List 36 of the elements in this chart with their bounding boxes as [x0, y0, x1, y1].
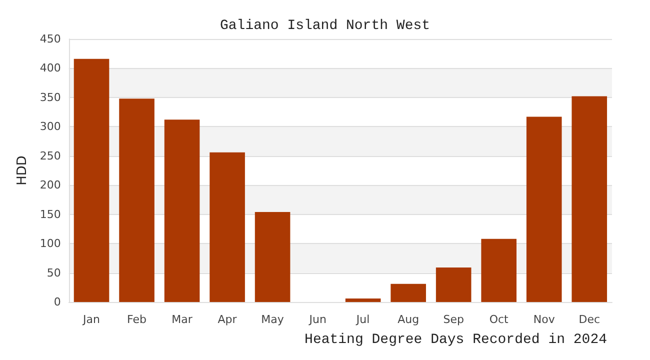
x-tick-label: Apr: [218, 313, 238, 326]
bar: [572, 96, 608, 302]
y-tick-label: 450: [40, 32, 61, 46]
x-tick-label: Dec: [578, 313, 600, 326]
chart-title: Galiano Island North West: [220, 18, 430, 34]
bar: [254, 212, 290, 302]
x-tick-label: Nov: [533, 313, 556, 326]
x-tick-label: Jan: [82, 313, 100, 326]
x-tick-label: Sep: [443, 313, 464, 326]
y-tick-label: 200: [40, 178, 61, 192]
x-axis-title: Heating Degree Days Recorded in 2024: [304, 332, 608, 348]
bar: [526, 116, 562, 302]
x-tick-label: Aug: [398, 313, 420, 326]
x-tick-label: Jun: [308, 313, 326, 326]
y-tick-label: 250: [40, 149, 61, 162]
bar: [119, 98, 154, 302]
bar: [390, 284, 426, 302]
x-tick-label: Mar: [172, 313, 193, 326]
y-tick-label: 50: [46, 266, 61, 280]
y-tick-label: 300: [40, 120, 61, 134]
x-tick-label: Feb: [127, 313, 147, 326]
y-axis-title: HDD: [15, 156, 30, 186]
x-tick-label: May: [261, 313, 284, 326]
bar: [481, 238, 517, 302]
y-tick-label: 100: [40, 237, 61, 250]
x-tick-label: Oct: [489, 313, 510, 326]
y-tick-label: 400: [40, 62, 61, 75]
bar: [345, 298, 381, 302]
bar: [74, 58, 110, 302]
bar: [164, 120, 200, 302]
x-tick-label: Jul: [355, 313, 370, 326]
y-tick-label: 0: [54, 296, 61, 308]
bar: [210, 152, 245, 302]
y-tick-label: 350: [40, 90, 61, 104]
y-tick-label: 150: [40, 208, 61, 221]
bar: [436, 268, 472, 302]
